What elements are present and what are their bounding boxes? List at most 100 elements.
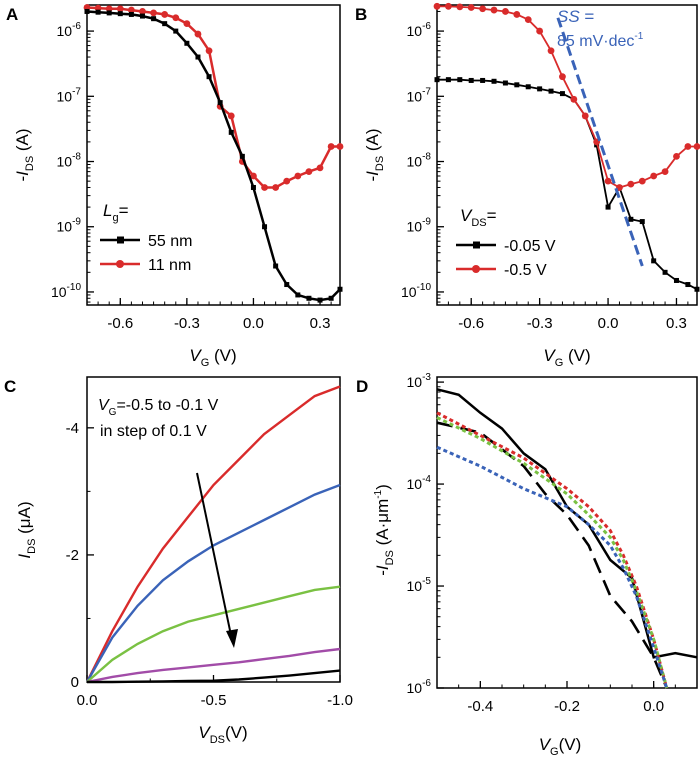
panel-d-series-line xyxy=(436,416,669,689)
panel-a-ytick-label: 10-7 xyxy=(57,86,82,104)
panel-a-frame xyxy=(86,4,341,306)
panel-b-point xyxy=(456,3,464,11)
panel-a-legend: 55 nm 11 nm xyxy=(100,233,192,274)
panel-b-xtick-label: 0.3 xyxy=(666,315,687,332)
panel-c-series xyxy=(85,385,341,684)
panel-d-xtick-label: 0.0 xyxy=(643,698,664,715)
panel-b-point xyxy=(434,77,440,83)
panel-c-series-line xyxy=(85,385,341,683)
panel-b-legend-marker xyxy=(473,241,480,249)
panel-b-point xyxy=(694,286,700,292)
panel-b-point xyxy=(693,143,700,150)
panel-d-series-line xyxy=(436,388,698,659)
panel-b-point xyxy=(502,8,509,15)
panel-a-point xyxy=(306,295,312,301)
panel-a-ytick-label: 10-8 xyxy=(57,152,82,170)
panel-b-point xyxy=(490,6,498,14)
panel-a-point xyxy=(294,172,302,180)
panel-c-series-line xyxy=(85,483,341,683)
panel-b-ytick-label: 10-10 xyxy=(401,282,431,300)
panel-b-series xyxy=(433,2,700,292)
panel-c-series-line xyxy=(87,669,341,684)
panel-label-c: C xyxy=(4,377,16,396)
panel-a-point xyxy=(239,153,245,159)
panel-a-point xyxy=(337,286,343,292)
panel-d-ylabel: -IDS (A·μm-1) xyxy=(373,484,396,576)
panel-b-legend-label: -0.5 V xyxy=(504,262,547,279)
panel-a-point xyxy=(206,74,212,80)
panel-a-point xyxy=(205,47,213,55)
panel-b-point xyxy=(479,5,487,13)
panel-b-ylabel: -IDS (A) xyxy=(363,128,386,181)
panel-a-xtick-label: -0.6 xyxy=(107,315,133,332)
panel-b-point xyxy=(513,11,521,18)
panel-a-xtick-label: -0.3 xyxy=(174,315,200,332)
panel-label-a: A xyxy=(6,5,18,24)
panel-c: 0.0 -0.5 -1.0 0 -2 -4 VDS(V) IDS (μA) VG=-0.5… xyxy=(15,376,353,746)
panel-b-legend-marker xyxy=(472,265,480,273)
panel-a-point xyxy=(151,16,157,22)
panel-b-point xyxy=(467,4,475,11)
panel-b-point xyxy=(570,95,578,103)
panel-a-point xyxy=(162,21,168,27)
panel-a-legend-marker xyxy=(116,260,124,268)
panel-b-xlabel: VG (V) xyxy=(543,346,590,369)
panel-b-point xyxy=(491,78,497,84)
panel-b-point xyxy=(673,277,679,283)
panel-a-xtick-label: 0.3 xyxy=(310,315,331,332)
panel-c-xtick-label: -1.0 xyxy=(327,692,353,709)
panel-b-point xyxy=(581,112,589,120)
panel-a-point xyxy=(228,129,234,135)
panel-b-legend: -0.05 V -0.5 V xyxy=(456,238,556,279)
panel-b-point xyxy=(514,82,520,88)
panel-c-xtick-label: -0.5 xyxy=(201,692,227,709)
panel-label-d: D xyxy=(356,377,368,396)
panel-b-ss-value: 85 mV·dec-1 xyxy=(557,31,644,50)
panel-a-point xyxy=(327,143,335,150)
panel-b-point xyxy=(650,172,658,180)
panel-a-point xyxy=(173,28,179,34)
panel-b-point xyxy=(638,177,646,185)
panel-a-point xyxy=(84,8,90,14)
panel-a-point xyxy=(336,143,344,150)
panel-a-xtick-label: 0.0 xyxy=(243,315,264,332)
panel-b-ytick-label: 10-7 xyxy=(407,86,432,104)
panel-c-arrow-shaft xyxy=(196,472,233,641)
panel-c-ytick-label: -2 xyxy=(66,547,79,564)
panel-b-point xyxy=(525,84,531,90)
panel-a-point xyxy=(127,6,135,14)
panel-d-series-line xyxy=(436,411,669,689)
panel-b-point xyxy=(524,16,532,24)
panel-b-point xyxy=(548,88,554,94)
panel-d-ytick-label: 10-6 xyxy=(407,678,432,696)
panel-c-arrow-head xyxy=(226,629,238,648)
panel-a-point xyxy=(227,112,235,120)
panel-b-ytick-label: 10-6 xyxy=(407,21,432,39)
panel-a-point xyxy=(262,224,268,230)
panel-a-ytick-label: 10-6 xyxy=(57,21,82,39)
panel-a-point xyxy=(316,164,324,172)
panel-b-point xyxy=(559,73,566,81)
panel-b-xtick-label: 0.0 xyxy=(598,315,619,332)
panel-a-series-line xyxy=(86,6,340,189)
panel-b-point xyxy=(537,86,543,92)
panel-a-legend-title: Lg= xyxy=(103,201,129,224)
panel-b-point xyxy=(651,258,657,264)
panel-a-point xyxy=(150,9,157,17)
panel-label-b: B xyxy=(355,5,367,24)
panel-a-point xyxy=(128,11,134,17)
panel-c-ytick-label: 0 xyxy=(71,674,79,691)
panel-a: -0.6 -0.3 0.0 0.3 10-10 10-9 10-8 10-7 10-6 VG (… xyxy=(13,4,344,369)
panel-a-point xyxy=(317,297,323,303)
panel-d: -0.4 -0.2 0.0 10-6 10-5 10-4 10-3 VG(V) -IDS (… xyxy=(373,372,698,758)
panel-a-point xyxy=(283,177,291,185)
panel-c-ylabel: IDS (μA) xyxy=(15,501,38,558)
panel-a-point xyxy=(273,263,279,269)
panel-b-point xyxy=(628,216,634,222)
panel-c-xtick-label: 0.0 xyxy=(77,692,98,709)
panel-b-point xyxy=(662,269,668,275)
panel-b-point xyxy=(673,152,680,160)
panel-b: -0.6 -0.3 0.0 0.3 10-10 10-9 10-8 10-7 10-6 VG (… xyxy=(363,2,700,369)
panel-b-point xyxy=(480,77,486,83)
